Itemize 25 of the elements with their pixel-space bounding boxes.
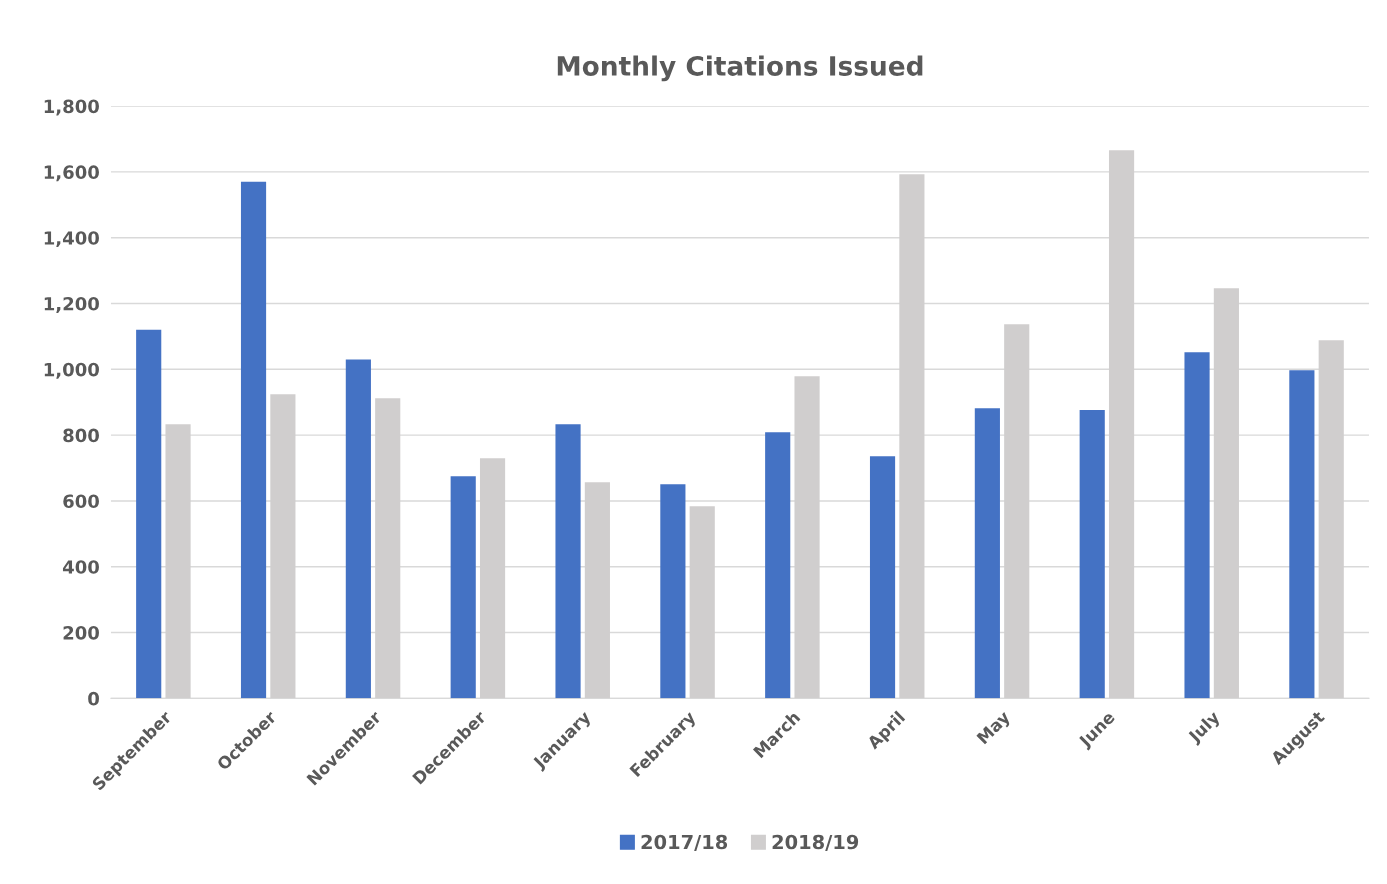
y-tick-label: 800 [63, 428, 99, 443]
y-tick-label: 1,000 [44, 362, 99, 379]
bar [450, 476, 476, 699]
bar [1079, 410, 1105, 699]
y-tick-label: 600 [63, 494, 99, 509]
y-tick-label: 1,800 [44, 99, 99, 116]
bar [345, 359, 371, 699]
bar [1184, 352, 1210, 699]
legend-label: 2017/18 [641, 834, 728, 851]
y-tick-label: 200 [63, 626, 99, 640]
y-tick-label: 0 [88, 691, 99, 706]
y-tick-label: 1,600 [44, 165, 99, 182]
y-tick-label: 1,400 [44, 231, 99, 248]
bar [555, 424, 581, 699]
bar [765, 432, 791, 699]
bar [136, 329, 162, 699]
y-tick-label: 1,200 [44, 296, 99, 313]
bar [1289, 370, 1315, 699]
y-tick-label: 400 [62, 560, 99, 574]
bar [660, 484, 686, 699]
legend-label: 2018/19 [772, 834, 859, 851]
chart-title: Monthly Citations Issued [557, 55, 923, 82]
bar [974, 408, 1000, 699]
bar [240, 181, 267, 699]
bar [869, 456, 896, 699]
